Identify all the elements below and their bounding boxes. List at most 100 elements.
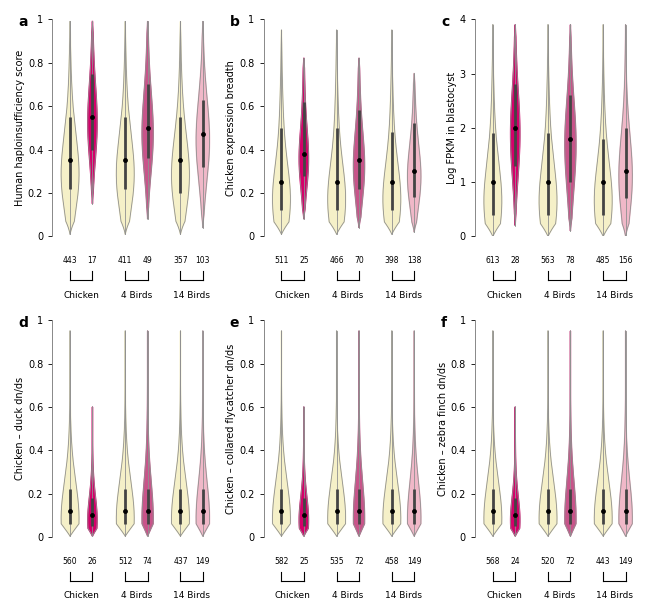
Text: Chicken: Chicken xyxy=(486,592,522,600)
Polygon shape xyxy=(407,74,421,232)
Text: 520: 520 xyxy=(541,557,555,566)
Polygon shape xyxy=(565,331,576,536)
Polygon shape xyxy=(484,25,502,236)
Text: 443: 443 xyxy=(63,256,77,265)
Text: f: f xyxy=(441,315,447,330)
Text: 149: 149 xyxy=(618,557,633,566)
Text: Chicken: Chicken xyxy=(63,592,99,600)
Text: 14 Birds: 14 Birds xyxy=(173,592,210,600)
Polygon shape xyxy=(619,331,632,536)
Polygon shape xyxy=(196,331,209,536)
Text: e: e xyxy=(230,315,239,330)
Text: b: b xyxy=(230,15,240,29)
Polygon shape xyxy=(594,25,612,236)
Text: 14 Birds: 14 Birds xyxy=(385,592,422,600)
Polygon shape xyxy=(619,25,632,236)
Text: 49: 49 xyxy=(143,256,152,265)
Text: 149: 149 xyxy=(195,557,210,566)
Text: 437: 437 xyxy=(173,557,188,566)
Text: 458: 458 xyxy=(385,557,399,566)
Polygon shape xyxy=(273,331,290,536)
Text: 28: 28 xyxy=(510,256,520,265)
Text: 103: 103 xyxy=(195,256,210,265)
Polygon shape xyxy=(565,25,576,231)
Polygon shape xyxy=(273,30,290,234)
Text: 485: 485 xyxy=(596,256,610,265)
Polygon shape xyxy=(61,22,79,234)
Text: 156: 156 xyxy=(618,256,633,265)
Polygon shape xyxy=(484,331,502,536)
Text: 398: 398 xyxy=(385,256,399,265)
Text: 4 Birds: 4 Birds xyxy=(332,291,364,300)
Text: 613: 613 xyxy=(486,256,500,265)
Polygon shape xyxy=(594,331,612,536)
Y-axis label: Log FPKM in blastocyst: Log FPKM in blastocyst xyxy=(447,72,457,184)
Text: Chicken: Chicken xyxy=(63,291,99,300)
Text: 535: 535 xyxy=(329,557,344,566)
Text: 78: 78 xyxy=(566,256,576,265)
Text: 24: 24 xyxy=(510,557,520,566)
Polygon shape xyxy=(299,407,308,536)
Text: 411: 411 xyxy=(118,256,133,265)
Polygon shape xyxy=(88,407,97,536)
Text: 568: 568 xyxy=(486,557,500,566)
Text: Chicken: Chicken xyxy=(275,592,311,600)
Text: 512: 512 xyxy=(118,557,133,566)
Y-axis label: Human haploinsufficiency score: Human haploinsufficiency score xyxy=(15,50,25,206)
Polygon shape xyxy=(383,30,401,234)
Text: 74: 74 xyxy=(143,557,152,566)
Text: 4 Birds: 4 Birds xyxy=(121,592,152,600)
Text: 4 Birds: 4 Birds xyxy=(544,592,575,600)
Polygon shape xyxy=(354,331,364,536)
Polygon shape xyxy=(539,331,557,536)
Y-axis label: Chicken – zebra finch dn/ds: Chicken – zebra finch dn/ds xyxy=(438,362,447,496)
Text: 138: 138 xyxy=(407,256,421,265)
Polygon shape xyxy=(172,22,189,234)
Polygon shape xyxy=(511,25,520,226)
Text: 560: 560 xyxy=(63,557,77,566)
Polygon shape xyxy=(354,58,364,228)
Text: 443: 443 xyxy=(596,557,610,566)
Text: a: a xyxy=(18,15,28,29)
Text: 25: 25 xyxy=(299,256,309,265)
Polygon shape xyxy=(61,331,79,536)
Text: c: c xyxy=(441,15,449,29)
Text: 466: 466 xyxy=(329,256,344,265)
Text: 25: 25 xyxy=(299,557,309,566)
Polygon shape xyxy=(407,331,421,536)
Polygon shape xyxy=(539,25,557,236)
Text: d: d xyxy=(18,315,28,330)
Text: 4 Birds: 4 Birds xyxy=(121,291,152,300)
Text: Chicken: Chicken xyxy=(275,291,311,300)
Text: 149: 149 xyxy=(407,557,422,566)
Polygon shape xyxy=(328,331,346,536)
Y-axis label: Chicken expression breadth: Chicken expression breadth xyxy=(226,60,236,196)
Text: 72: 72 xyxy=(566,557,576,566)
Text: 17: 17 xyxy=(88,256,97,265)
Text: 4 Birds: 4 Birds xyxy=(332,592,364,600)
Polygon shape xyxy=(172,331,189,536)
Polygon shape xyxy=(142,22,153,219)
Polygon shape xyxy=(299,58,308,219)
Polygon shape xyxy=(116,22,134,234)
Text: 563: 563 xyxy=(541,256,555,265)
Polygon shape xyxy=(328,30,346,234)
Text: 14 Birds: 14 Birds xyxy=(596,291,633,300)
Text: Chicken: Chicken xyxy=(486,291,522,300)
Text: 357: 357 xyxy=(173,256,188,265)
Polygon shape xyxy=(383,331,401,536)
Text: 26: 26 xyxy=(88,557,97,566)
Polygon shape xyxy=(511,407,520,536)
Y-axis label: Chicken – duck dn/ds: Chicken – duck dn/ds xyxy=(15,377,25,480)
Polygon shape xyxy=(142,331,153,536)
Y-axis label: Chicken – collared flycatcher dn/ds: Chicken – collared flycatcher dn/ds xyxy=(226,344,236,514)
Polygon shape xyxy=(116,331,134,536)
Text: 70: 70 xyxy=(354,256,364,265)
Polygon shape xyxy=(196,22,209,228)
Text: 582: 582 xyxy=(275,557,288,566)
Text: 14 Birds: 14 Birds xyxy=(173,291,210,300)
Text: 511: 511 xyxy=(275,256,288,265)
Polygon shape xyxy=(88,22,97,204)
Text: 14 Birds: 14 Birds xyxy=(596,592,633,600)
Text: 4 Birds: 4 Birds xyxy=(544,291,575,300)
